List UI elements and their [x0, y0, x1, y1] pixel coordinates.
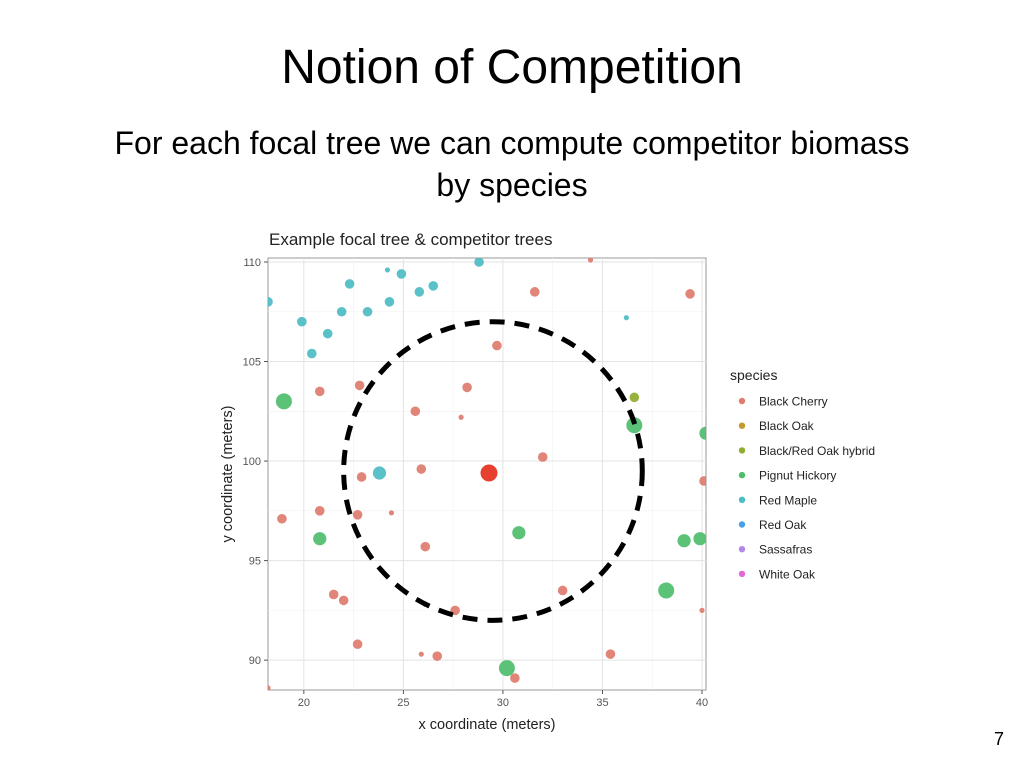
y-tick-label: 90 [249, 655, 261, 667]
tree-point [512, 526, 526, 540]
legend-key [738, 496, 746, 503]
y-tick-label: 95 [249, 556, 261, 568]
x-axis-title: x coordinate (meters) [419, 717, 556, 733]
x-tick-label: 20 [298, 697, 310, 709]
tree-point [432, 651, 443, 661]
tree-point [699, 607, 705, 613]
competition-radius-circle [341, 319, 645, 623]
tree-point [396, 269, 407, 279]
tree-point [277, 513, 287, 524]
legend-key [738, 546, 746, 553]
tree-point [605, 649, 616, 659]
tree-point [388, 510, 395, 516]
tree-point [420, 541, 431, 552]
tree-point [314, 506, 325, 516]
tree-point [297, 316, 307, 327]
tree-point [372, 466, 387, 480]
legend-label: Red Oak [759, 518, 807, 532]
x-tick-label: 25 [397, 697, 409, 709]
tree-point [414, 287, 425, 297]
legend-label: Black Oak [759, 419, 815, 433]
grid-lines [268, 258, 706, 690]
axis-ticks: 20 25 30 35 40 90 95 100 105 110 [243, 257, 709, 709]
tree-point [307, 348, 317, 359]
tree-point [462, 382, 472, 393]
tree-point [492, 340, 502, 351]
tree-point [352, 639, 363, 650]
legend-label: White Oak [759, 567, 816, 581]
tree-point [699, 426, 706, 440]
legend-label: Sassafras [759, 543, 812, 557]
legend-key [738, 447, 746, 454]
page-number: 7 [993, 729, 1004, 749]
tree-point [313, 532, 327, 546]
legend-key [738, 471, 746, 479]
slide-subtitle: For each focal tree we can compute compe… [114, 125, 910, 203]
x-tick-label: 40 [696, 697, 708, 709]
y-tick-label: 110 [243, 257, 261, 269]
tree-point [498, 660, 515, 677]
legend: Black Cherry Black Oak Black/Red Oak hybri… [738, 395, 875, 581]
chart-title: Example focal tree & competitor trees [269, 230, 552, 249]
legend-key [738, 397, 746, 405]
overlay [341, 319, 645, 623]
tree-point [529, 287, 540, 297]
tree-point [314, 386, 325, 397]
tree-point [336, 306, 347, 317]
tree-point [677, 534, 691, 548]
tree-point [384, 267, 391, 273]
tree-point [699, 476, 706, 486]
tree-point [268, 296, 273, 307]
tree-point [693, 532, 706, 546]
legend-label: Black Cherry [759, 395, 828, 409]
tree-point [587, 258, 594, 263]
legend-key [738, 570, 746, 578]
tree-point [658, 582, 675, 599]
tree-point [344, 279, 355, 289]
tree-point [685, 289, 695, 299]
tree-point [352, 510, 363, 520]
legend-label: Pignut Hickory [759, 469, 836, 483]
x-tick-label: 30 [497, 697, 509, 709]
tree-point [322, 328, 333, 339]
data-points [268, 258, 706, 690]
tree-point [418, 651, 424, 657]
tree-point [356, 472, 367, 482]
x-tick-label: 35 [596, 697, 608, 709]
y-axis-title: y coordinate (meters) [220, 406, 236, 543]
legend-title: species [730, 367, 777, 383]
tree-point [384, 296, 395, 307]
tree-point [416, 464, 427, 474]
y-tick-label: 100 [243, 456, 261, 468]
tree-point [474, 258, 484, 267]
y-tick-label: 105 [243, 357, 261, 369]
tree-point [362, 306, 373, 317]
legend-key [738, 422, 746, 429]
tree-point [275, 393, 292, 410]
tree-point [626, 417, 643, 434]
tree-point [410, 406, 421, 417]
tree-point [629, 392, 640, 403]
tree-point [328, 589, 339, 600]
tree-point [354, 380, 365, 391]
tree-point [338, 595, 349, 606]
plot-panel [267, 257, 707, 691]
legend-label: Red Maple [759, 493, 817, 507]
slide-title: Notion of Competition [281, 41, 743, 94]
tree-point [623, 315, 629, 321]
tree-point [268, 685, 271, 690]
tree-point [557, 585, 568, 596]
tree-point [458, 414, 464, 420]
legend-label: Black/Red Oak hybrid [759, 444, 875, 458]
tree-point [510, 673, 520, 683]
legend-key [738, 521, 746, 528]
tree-point [537, 452, 548, 462]
focal-tree-point [480, 464, 498, 482]
tree-point [428, 281, 439, 291]
